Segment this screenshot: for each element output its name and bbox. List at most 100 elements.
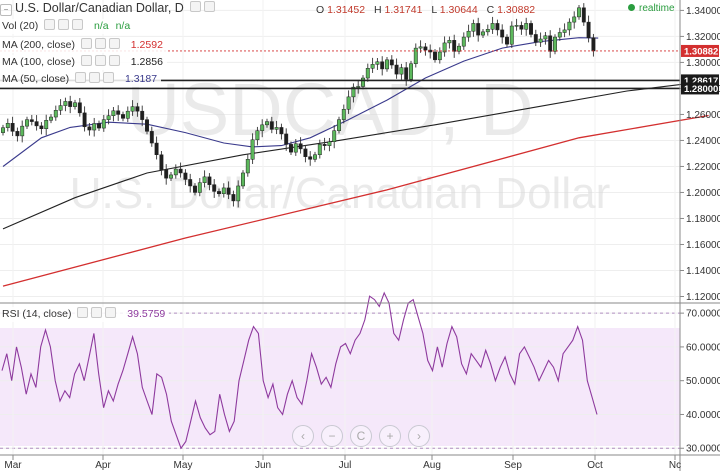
vol-label: Vol (20) [2, 20, 39, 32]
ma50-legend[interactable]: MA (50, close) 1.3187 [0, 72, 162, 87]
price-tick-label: 1.14000 [686, 266, 720, 277]
candle-body [452, 40, 457, 52]
candle-body [236, 185, 241, 202]
candle-body [586, 21, 591, 38]
ohlc-readout: O 1.31452 H 1.31741 L 1.30644 C 1.30882 [316, 4, 541, 16]
candle-body [178, 168, 183, 174]
price-tick-label: 1.20000 [686, 188, 720, 199]
candle-body [437, 51, 442, 61]
vol-close-icon[interactable] [72, 19, 84, 30]
rsi-legend[interactable]: RSI (14, close) 39.5759 [0, 307, 170, 322]
low-value: 1.30644 [439, 4, 478, 16]
time-tick-label: Jul [339, 460, 352, 471]
watermark-line2: U.S. Dollar/Canadian Dollar [70, 169, 610, 218]
candle-body [370, 64, 375, 69]
candle-body [447, 40, 452, 44]
rsi-line [1, 291, 598, 450]
candle-body [562, 29, 567, 33]
reset-chart-button[interactable]: C [350, 425, 372, 447]
price-tick-label: 1.18000 [686, 214, 720, 225]
settings-icon[interactable] [189, 1, 201, 12]
candle-body [332, 130, 337, 142]
candle-body [461, 36, 466, 47]
rsi-close-icon[interactable] [105, 307, 117, 318]
candle-body [394, 64, 399, 75]
rsi-settings-icon[interactable] [77, 307, 89, 318]
vol-indicator-legend[interactable]: Vol (20) n/a n/a [0, 19, 135, 34]
candle-body [529, 23, 533, 35]
rsi-visibility-icon[interactable] [91, 307, 103, 318]
candle-body [409, 63, 413, 80]
candle-body [433, 51, 437, 61]
candle-body [418, 46, 423, 49]
candle-body [5, 123, 10, 128]
candle-body [121, 114, 125, 119]
candle-body [327, 141, 332, 146]
ma100-legend[interactable]: MA (100, close) 1.2856 [0, 55, 167, 70]
ma200-close-icon[interactable] [108, 38, 120, 49]
candle-body [351, 86, 356, 98]
candle-body [313, 154, 317, 160]
ma50-settings-icon[interactable] [75, 72, 87, 83]
price-tick-label: 1.24000 [686, 136, 720, 147]
ma200-legend[interactable]: MA (200, close) 1.2592 [0, 38, 167, 53]
ma100-visibility-icon[interactable] [94, 55, 106, 66]
candle-body [543, 35, 548, 40]
current-price-tag-bg [681, 44, 719, 57]
rsi-polyline [1, 291, 598, 450]
candle-body [1, 127, 5, 133]
candle-body [356, 86, 361, 88]
candle-body [245, 159, 250, 174]
candle-body [193, 185, 197, 193]
zoom-in-button[interactable]: + [379, 425, 401, 447]
visibility-icon[interactable] [203, 1, 215, 12]
ma100-close-icon[interactable] [108, 55, 120, 66]
candle-body [567, 21, 572, 31]
rsi-tick-label: 50.0000 [686, 376, 720, 387]
zoom-out-button[interactable]: − [321, 425, 343, 447]
realtime-indicator: realtime [628, 3, 675, 14]
ma50-visibility-icon[interactable] [89, 72, 101, 83]
candle-body [581, 7, 586, 23]
rsi-axis: 70.0000 60.0000 50.0000 40.0000 30.0000 [680, 309, 720, 455]
candle-body [269, 121, 274, 130]
candle-body [404, 67, 409, 80]
collapse-icon[interactable]: − [0, 4, 12, 16]
vol-visibility-icon[interactable] [58, 19, 70, 30]
candle-body [29, 119, 34, 122]
ma200-settings-icon[interactable] [80, 38, 92, 49]
price-tick-label: 1.12000 [686, 292, 720, 303]
ma200-value: 1.2592 [130, 39, 163, 51]
candle-body [106, 115, 111, 120]
ma200-visibility-icon[interactable] [94, 38, 106, 49]
realtime-dot-icon [628, 4, 635, 11]
candle-body [39, 125, 44, 129]
candle-body [20, 125, 25, 137]
candle-body [73, 102, 77, 107]
candle-body [476, 23, 481, 36]
candle-body [457, 45, 461, 52]
candle-body [135, 106, 140, 112]
ma50-close-icon[interactable] [103, 72, 115, 83]
scroll-right-button[interactable]: › [408, 425, 430, 447]
vol-settings-icon[interactable] [44, 19, 56, 30]
time-tick-label: Mar [4, 460, 22, 471]
candle-body [279, 127, 284, 135]
candle-body [77, 102, 82, 114]
open-label: O [316, 4, 325, 16]
rsi-tick-label: 60.0000 [686, 342, 720, 353]
time-tick-label: May [174, 460, 193, 471]
candle-body [154, 142, 159, 156]
candle-body [274, 127, 279, 130]
ma100-settings-icon[interactable] [80, 55, 92, 66]
candle-body [226, 187, 231, 195]
candle-body [317, 144, 322, 156]
level1-price-tag: 1.28617 [684, 76, 718, 87]
scroll-left-button[interactable]: ‹ [292, 425, 314, 447]
candle-body [509, 25, 514, 45]
candle-body [519, 25, 524, 30]
candle-body [385, 59, 389, 70]
candle-body [265, 121, 269, 126]
high-label: H [373, 4, 382, 16]
